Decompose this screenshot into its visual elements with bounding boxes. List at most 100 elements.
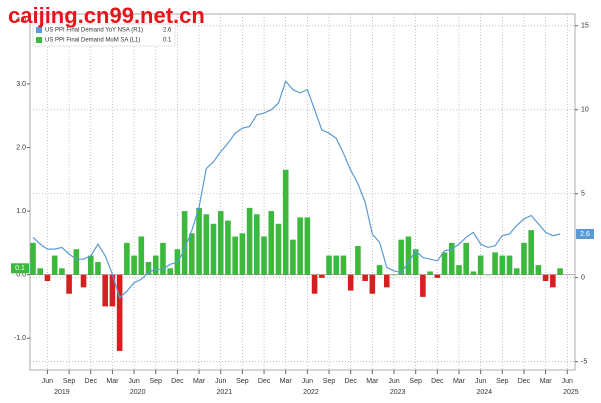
bar	[282, 169, 289, 275]
legend-label: US PPI Final Demand MoM SA (L1)	[45, 38, 140, 44]
bar	[167, 268, 173, 275]
bar	[131, 255, 137, 275]
y2-tick-label: 15	[581, 23, 589, 30]
bar	[73, 249, 80, 275]
y-tick-label: -1.0	[14, 335, 26, 342]
bar	[80, 274, 87, 288]
x-tick-label: Mar	[280, 378, 293, 385]
bar	[102, 274, 108, 307]
bar	[355, 246, 361, 275]
bar	[217, 211, 224, 275]
bar	[513, 268, 520, 275]
bar	[152, 255, 159, 275]
bar	[333, 255, 340, 275]
x-tick-label: Sep	[409, 378, 422, 385]
bar	[196, 207, 202, 275]
year-label: 2023	[390, 389, 406, 396]
bar	[542, 274, 549, 281]
bar	[160, 242, 166, 275]
x-tick-label: Jun	[562, 378, 573, 385]
value-tag-label: 2.6	[580, 231, 590, 238]
bar	[340, 255, 347, 275]
bar	[51, 255, 58, 275]
x-tick-label: Mar	[366, 378, 379, 385]
bar	[319, 274, 325, 278]
bar	[95, 261, 101, 275]
bar	[456, 265, 462, 275]
bar	[521, 242, 527, 275]
bar	[391, 274, 397, 276]
bar	[528, 230, 534, 275]
y-tick-label: 1.0	[16, 208, 26, 215]
bar	[116, 274, 123, 351]
legend-box	[32, 23, 176, 47]
y2-tick-label: 0	[581, 274, 585, 281]
legend-value: 2.6	[163, 28, 172, 34]
bar	[326, 255, 332, 275]
y-tick-label: 2.0	[16, 144, 26, 151]
bar	[412, 249, 419, 275]
bar	[383, 274, 390, 288]
y-tick-label: 0.0	[16, 271, 26, 278]
bar	[30, 242, 36, 275]
bar	[477, 255, 484, 275]
x-tick-label: Jun	[475, 378, 486, 385]
x-tick-label: Mar	[540, 378, 553, 385]
watermark: caijing.cn99.net.cn	[8, 3, 205, 28]
bar	[499, 255, 506, 275]
bar	[138, 236, 145, 275]
y2-tick-label: 10	[581, 107, 589, 114]
plot-frame	[29, 13, 576, 371]
bar	[254, 214, 260, 275]
bar	[557, 268, 563, 275]
value-tag	[576, 228, 594, 239]
year-label: 2021	[217, 389, 233, 396]
y-tick-label: 3.0	[16, 81, 26, 88]
x-tick-label: Sep	[236, 378, 249, 385]
bar	[304, 217, 311, 275]
x-tick-label: Dec	[171, 378, 184, 385]
bar	[463, 242, 469, 275]
x-tick-label: Mar	[106, 378, 119, 385]
bar	[275, 223, 282, 275]
x-tick-label: Mar	[193, 378, 206, 385]
bar	[376, 265, 383, 275]
bar	[203, 214, 210, 275]
legend-value: 0.1	[163, 38, 172, 44]
legend-swatch	[36, 27, 42, 33]
year-label: 2020	[130, 389, 146, 396]
x-tick-label: Dec	[518, 378, 531, 385]
y2-tick-label: 5	[581, 191, 585, 198]
bar	[87, 255, 94, 275]
bar	[448, 242, 455, 275]
x-tick-label: Jun	[215, 378, 226, 385]
value-tag	[11, 263, 29, 274]
y2-tick-label: -5	[581, 358, 587, 365]
bar	[369, 274, 376, 294]
bar	[347, 274, 354, 291]
year-label: 2019	[54, 389, 70, 396]
bar	[66, 274, 72, 294]
bar	[261, 236, 267, 275]
x-tick-label: Sep	[323, 378, 336, 385]
year-label: 2025	[563, 389, 579, 396]
bar	[535, 265, 542, 275]
y-tick-label: 4.0	[16, 17, 26, 24]
x-tick-label: Dec	[344, 378, 357, 385]
x-tick-label: Jun	[128, 378, 139, 385]
bar	[398, 239, 405, 275]
legend-swatch	[36, 37, 42, 43]
x-tick-label: Mar	[453, 378, 466, 385]
bar	[427, 271, 433, 275]
bar	[362, 274, 368, 281]
x-tick-label: Dec	[85, 378, 98, 385]
bar	[246, 207, 253, 275]
x-tick-label: Jun	[42, 378, 53, 385]
bar	[59, 268, 65, 275]
x-tick-label: Dec	[431, 378, 444, 385]
bar	[492, 252, 498, 275]
bar	[420, 274, 426, 297]
bar	[189, 233, 195, 275]
